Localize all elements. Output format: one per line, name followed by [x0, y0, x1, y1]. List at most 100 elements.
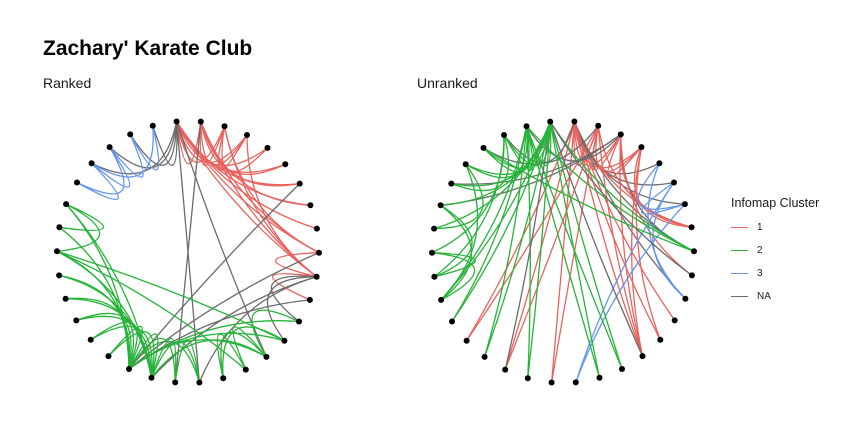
edge-3-33 — [151, 276, 317, 379]
legend-label-na: NA — [757, 291, 771, 302]
edge-28-34 — [440, 121, 551, 206]
node-34 — [126, 366, 132, 372]
edge-3-29 — [270, 275, 317, 323]
node-29 — [296, 318, 302, 325]
edge-10-34 — [549, 121, 693, 276]
edge-16-33 — [525, 126, 601, 378]
node-17 — [572, 379, 579, 386]
edge-33-34 — [525, 121, 552, 167]
node-7 — [88, 160, 95, 167]
edge-24-33 — [440, 126, 528, 301]
edge-16-34 — [549, 121, 601, 378]
edge-6-7 — [91, 146, 131, 188]
edge-15-34 — [549, 121, 623, 370]
node-18 — [548, 379, 555, 386]
edge-32-33 — [150, 339, 267, 379]
edge-26-32 — [431, 134, 505, 254]
edge-1-32 — [503, 121, 576, 164]
edge-2-22 — [466, 125, 599, 342]
edge-31-34 — [483, 121, 551, 169]
node-8 — [244, 132, 250, 138]
node-21 — [481, 353, 488, 360]
edge-3-8 — [246, 134, 317, 278]
edge-2-18 — [550, 125, 599, 383]
edge-4-14 — [223, 126, 320, 254]
edge-32-33 — [503, 126, 534, 171]
edge-1-5 — [152, 121, 178, 166]
node-23 — [56, 272, 63, 279]
edge-19-34 — [527, 121, 551, 379]
edge-1-12 — [573, 121, 676, 321]
edge-14-34 — [549, 121, 644, 357]
edge-3-33 — [525, 125, 622, 162]
edge-26-32 — [232, 326, 267, 370]
node-14 — [316, 249, 322, 256]
legend-swatch-2 — [731, 250, 748, 251]
edge-1-7 — [91, 121, 178, 175]
edge-3-4 — [607, 134, 642, 178]
node-29 — [448, 180, 455, 187]
edge-31-34 — [128, 337, 176, 383]
node-28 — [437, 202, 444, 209]
edge-1-13 — [573, 121, 661, 341]
edge-1-6 — [109, 121, 178, 169]
edge-16-34 — [108, 325, 143, 370]
node-24 — [54, 248, 60, 255]
node-11 — [682, 295, 689, 302]
edge-25-28 — [222, 326, 285, 379]
edge-1-4 — [573, 121, 642, 169]
node-26 — [242, 366, 249, 373]
node-2 — [197, 118, 204, 125]
legend-item-2: 2 — [731, 239, 819, 262]
edge-30-34 — [65, 203, 130, 370]
ranked-panel — [54, 118, 322, 386]
edge-25-28 — [434, 204, 473, 278]
edge-19-34 — [76, 312, 135, 370]
edge-20-34 — [128, 183, 301, 370]
node-32 — [501, 132, 507, 138]
node-12 — [313, 225, 320, 232]
node-20 — [296, 180, 303, 187]
edge-5-7 — [637, 162, 686, 210]
node-6 — [671, 179, 677, 186]
node-32 — [263, 353, 270, 360]
node-25 — [220, 375, 227, 382]
node-3 — [313, 273, 320, 280]
edge-23-34 — [451, 121, 551, 322]
node-31 — [172, 379, 179, 386]
node-28 — [281, 337, 288, 344]
node-3 — [617, 131, 624, 138]
node-30 — [63, 201, 70, 208]
edge-2-8 — [597, 125, 692, 228]
node-14 — [639, 353, 646, 360]
edge-30-33 — [465, 126, 528, 179]
edge-5-11 — [129, 125, 160, 171]
edge-3-10 — [271, 273, 317, 301]
unranked-panel — [429, 118, 697, 386]
edge-9-34 — [549, 121, 695, 252]
edge-2-4 — [199, 121, 226, 167]
node-20 — [502, 366, 509, 373]
edge-24-26 — [56, 250, 247, 371]
legend-swatch-1 — [731, 227, 748, 228]
edge-21-33 — [65, 298, 153, 378]
edge-20-34 — [504, 121, 551, 370]
node-16 — [596, 374, 603, 381]
node-15 — [87, 336, 94, 343]
edge-31-33 — [483, 126, 530, 173]
edge-4-13 — [221, 126, 268, 173]
node-7 — [681, 201, 688, 208]
legend-title: Infomap Cluster — [731, 196, 820, 210]
node-34 — [547, 118, 554, 125]
edge-3-14 — [275, 252, 320, 278]
node-1 — [173, 118, 180, 125]
edge-15-33 — [90, 325, 153, 378]
edge-1-2 — [175, 121, 202, 165]
edge-3-14 — [619, 134, 644, 357]
edge-1-11 — [129, 121, 178, 166]
node-30 — [462, 161, 469, 168]
edge-2-20 — [200, 121, 300, 187]
edge-4-13 — [635, 146, 661, 341]
node-22 — [463, 337, 470, 344]
node-2 — [595, 122, 602, 129]
